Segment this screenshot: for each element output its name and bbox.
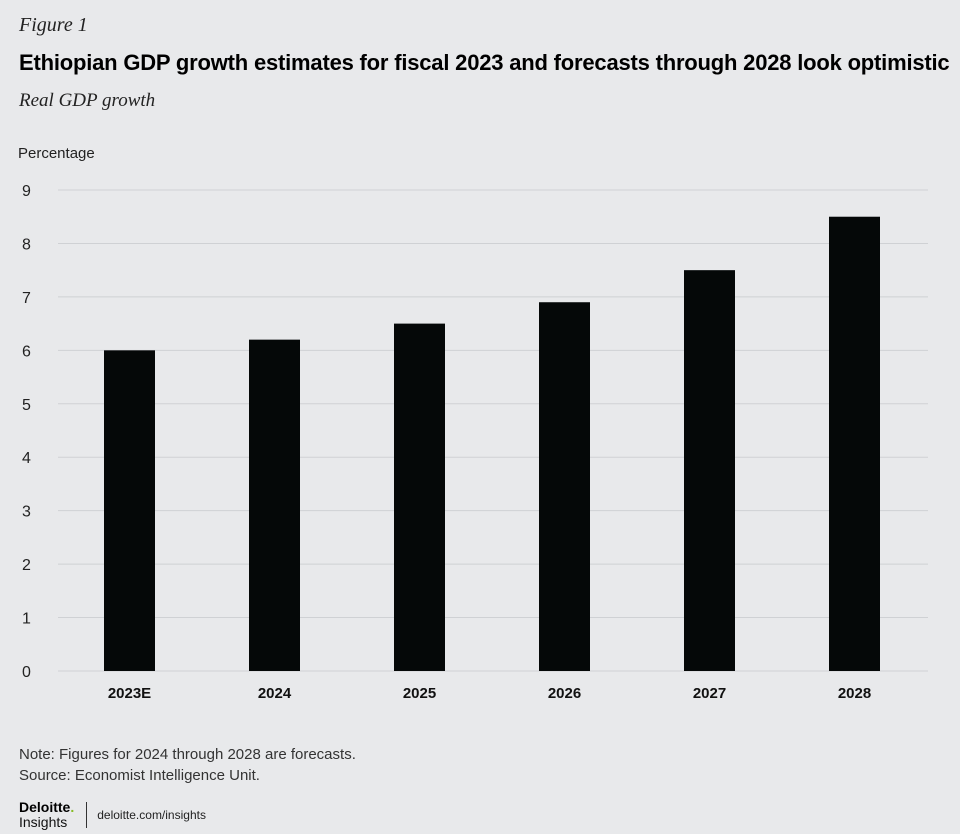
x-tick-label: 2028	[838, 685, 871, 702]
bar	[394, 323, 445, 671]
y-tick-label: 4	[22, 450, 31, 467]
y-tick-label: 5	[22, 397, 31, 414]
note-text: Note: Figures for 2024 through 2028 are …	[19, 746, 356, 763]
y-tick-label: 8	[22, 236, 31, 253]
chart-title: Ethiopian GDP growth estimates for fisca…	[19, 50, 950, 75]
bar	[249, 339, 300, 671]
chart-subtitle: Real GDP growth	[19, 90, 156, 111]
y-tick-label: 6	[22, 343, 31, 360]
y-tick-label: 7	[22, 290, 31, 307]
logo-word: Deloitte	[19, 799, 71, 815]
footer-url: deloitte.com/insights	[97, 807, 206, 822]
bar-chart: Percentage 0 1 2 3 4 5 6 7 8 9 2023E 2024 2025 2026 202…	[18, 145, 928, 702]
y-tick-label: 1	[22, 611, 31, 628]
y-tick-label: 0	[22, 664, 31, 681]
logo-dot: .	[70, 799, 75, 815]
footer-divider	[86, 801, 88, 828]
bar	[539, 302, 590, 671]
y-tick-label: 9	[22, 183, 31, 200]
footer: Deloitte. Insights deloitte.com/insights	[19, 800, 206, 829]
chart-notes: Note: Figures for 2024 through 2028 are …	[19, 744, 356, 786]
bar	[829, 216, 880, 671]
bar	[104, 350, 155, 671]
y-tick-label: 3	[22, 504, 31, 521]
source-text: Source: Economist Intelligence Unit.	[19, 767, 260, 784]
x-tick-label: 2026	[548, 685, 581, 702]
deloitte-insights-logo: Deloitte. Insights	[19, 800, 74, 829]
x-tick-label: 2025	[403, 685, 436, 702]
x-tick-label: 2023E	[108, 685, 151, 702]
figure-label: Figure 1	[19, 14, 88, 36]
x-tick-label: 2024	[258, 685, 292, 702]
y-tick-label: 2	[22, 557, 31, 574]
x-tick-label: 2027	[693, 685, 726, 702]
bar	[684, 270, 735, 671]
logo-subtitle: Insights	[19, 814, 68, 830]
y-axis-label: Percentage	[18, 145, 95, 162]
